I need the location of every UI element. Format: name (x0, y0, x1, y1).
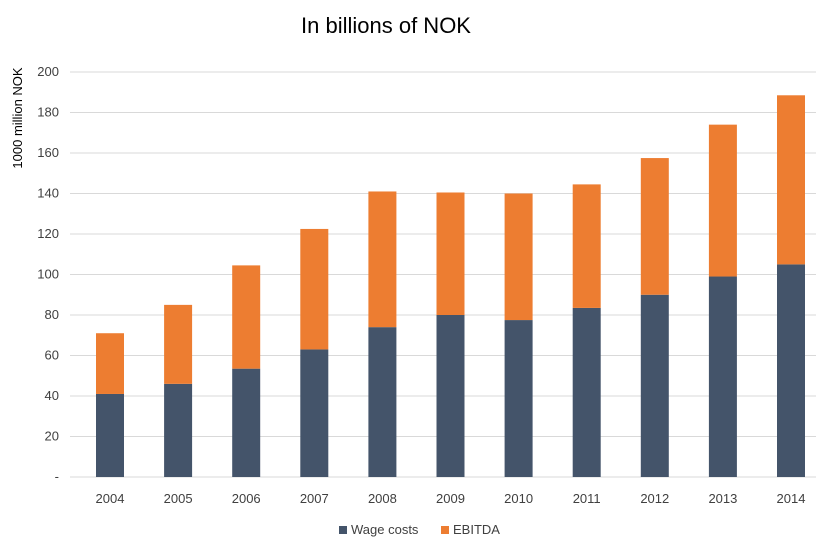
bar-ebitda-2009 (436, 192, 465, 315)
x-tick-label: 2008 (368, 491, 397, 506)
y-tick-label: 40 (45, 388, 59, 403)
y-tick-label: 60 (45, 348, 59, 363)
bar-ebitda-2014 (777, 95, 805, 265)
bar-ebitda-2013 (708, 124, 737, 277)
bar-wage-costs-2010 (504, 320, 533, 477)
bar-wage-costs-2014 (777, 264, 805, 477)
y-tick-label: 200 (37, 64, 59, 79)
x-tick-labels: 2004 2005 2006 2007 2008 2009 2010 2011 2012 2013… (96, 491, 806, 506)
bar-wage-costs-2008 (368, 327, 397, 477)
bar-ebitda-2011 (572, 184, 601, 308)
bar-wage-costs-2012 (640, 294, 669, 477)
x-tick-label: 2009 (436, 491, 465, 506)
bar-ebitda-2008 (368, 191, 397, 328)
bar-wage-costs-2009 (436, 315, 465, 477)
y-tick-label: 20 (45, 429, 59, 444)
x-tick-label: 2007 (300, 491, 329, 506)
bar-ebitda-2012 (640, 158, 669, 295)
y-tick-labels: - 20 40 60 80 100 120 140 160 180 200 (37, 64, 59, 484)
x-tick-label: 2011 (573, 491, 601, 506)
x-tick-label: 2005 (164, 491, 193, 506)
legend-label: EBITDA (453, 522, 500, 537)
x-tick-label: 2012 (640, 491, 669, 506)
bar-wage-costs-2011 (572, 307, 601, 477)
chart-title: In billions of NOK (301, 13, 471, 38)
y-tick-label: 100 (37, 267, 59, 282)
bar-ebitda-2005 (164, 304, 193, 384)
y-tick-label: 80 (45, 307, 59, 322)
y-axis-label: 1000 million NOK (10, 67, 25, 168)
x-tick-label: 2014 (777, 491, 806, 506)
bar-wage-costs-2004 (96, 393, 124, 477)
bar-ebitda-2007 (300, 228, 329, 350)
y-tick-label: 120 (37, 226, 59, 241)
x-tick-label: 2013 (708, 491, 737, 506)
bar-wage-costs-2007 (300, 349, 329, 477)
legend-label: Wage costs (351, 522, 419, 537)
bar-ebitda-2006 (232, 265, 261, 369)
bar-wage-costs-2005 (164, 383, 193, 477)
x-tick-label: 2004 (96, 491, 125, 506)
x-tick-label: 2010 (504, 491, 533, 506)
legend-swatch (339, 526, 347, 534)
y-tick-label: - (55, 469, 59, 484)
y-tick-label: 180 (37, 105, 59, 120)
bar-ebitda-2010 (504, 193, 533, 321)
bars (96, 95, 805, 477)
bar-ebitda-2004 (96, 333, 124, 394)
y-tick-label: 160 (37, 145, 59, 160)
bar-wage-costs-2006 (232, 368, 261, 477)
y-tick-label: 140 (37, 186, 59, 201)
legend: Wage costs EBITDA (339, 522, 500, 537)
x-tick-label: 2006 (232, 491, 261, 506)
bar-wage-costs-2013 (708, 276, 737, 477)
legend-swatch (441, 526, 449, 534)
